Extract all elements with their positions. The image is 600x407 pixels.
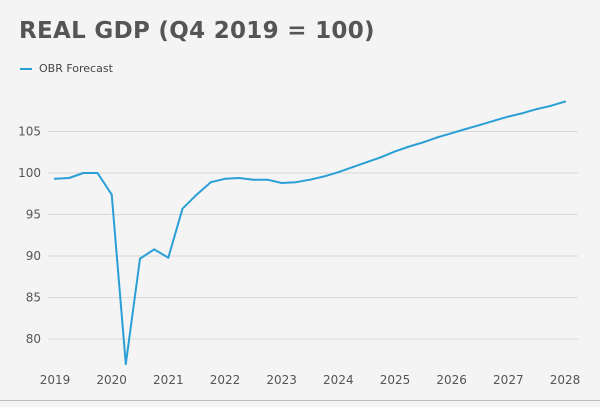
y-tick-label: 80 bbox=[26, 332, 41, 346]
chart-title: REAL GDP (Q4 2019 = 100) bbox=[19, 18, 375, 44]
data-point bbox=[54, 177, 56, 180]
data-point bbox=[323, 175, 326, 178]
data-point bbox=[280, 182, 283, 184]
x-tick-label: 2023 bbox=[266, 373, 297, 387]
data-point bbox=[68, 177, 71, 179]
data-point bbox=[564, 100, 566, 103]
legend-label: OBR Forecast bbox=[39, 62, 113, 75]
data-point bbox=[224, 177, 226, 180]
data-point bbox=[195, 193, 198, 196]
data-point bbox=[252, 178, 255, 181]
y-tick-label: 90 bbox=[26, 249, 41, 263]
data-point bbox=[408, 145, 411, 148]
data-point bbox=[450, 132, 453, 135]
data-point bbox=[422, 141, 425, 144]
data-point bbox=[351, 166, 354, 169]
x-tick-label: 2025 bbox=[380, 373, 411, 387]
x-tick-label: 2019 bbox=[40, 373, 71, 387]
series-layer bbox=[54, 100, 566, 365]
x-tick-label: 2024 bbox=[323, 373, 354, 387]
y-tick-label: 95 bbox=[26, 208, 41, 222]
y-tick-label: 85 bbox=[26, 291, 41, 305]
data-point bbox=[294, 181, 297, 184]
data-point bbox=[110, 193, 113, 196]
data-point bbox=[82, 172, 85, 174]
data-point bbox=[436, 136, 439, 139]
y-tick-label: 105 bbox=[18, 125, 41, 139]
data-point bbox=[337, 171, 340, 174]
y-tick-label: 100 bbox=[18, 166, 41, 180]
chart-legend: OBR Forecast bbox=[20, 62, 113, 75]
data-point bbox=[96, 172, 99, 174]
gridlines bbox=[48, 131, 578, 340]
data-point bbox=[139, 257, 141, 260]
y-axis-labels: 80 85 90 95 100 105 bbox=[18, 125, 41, 347]
x-tick-label: 2021 bbox=[153, 373, 184, 387]
data-point bbox=[365, 161, 368, 164]
data-point bbox=[379, 156, 382, 159]
data-point bbox=[238, 177, 241, 179]
data-point bbox=[209, 181, 212, 184]
bottom-rule bbox=[0, 400, 600, 401]
data-point bbox=[535, 108, 538, 111]
data-point bbox=[309, 178, 311, 181]
data-point bbox=[181, 207, 184, 210]
legend-swatch bbox=[20, 67, 32, 70]
x-tick-label: 2027 bbox=[493, 373, 524, 387]
data-point bbox=[394, 150, 396, 153]
data-point bbox=[464, 128, 467, 130]
x-tick-label: 2026 bbox=[436, 373, 467, 387]
data-point bbox=[549, 104, 552, 107]
data-point bbox=[507, 115, 510, 118]
x-axis-labels: 2019 2020 2021 2022 2023 2024 2025 2026 2027 2028 bbox=[40, 373, 581, 387]
data-point bbox=[493, 119, 496, 122]
data-point bbox=[479, 123, 481, 126]
data-point bbox=[266, 178, 269, 181]
x-tick-label: 2022 bbox=[210, 373, 241, 387]
data-point bbox=[153, 248, 156, 251]
data-point bbox=[521, 112, 524, 115]
x-tick-label: 2028 bbox=[550, 373, 581, 387]
data-point bbox=[124, 363, 127, 365]
series-line-0 bbox=[54, 100, 566, 365]
x-tick-label: 2020 bbox=[96, 373, 127, 387]
data-point bbox=[167, 256, 170, 259]
